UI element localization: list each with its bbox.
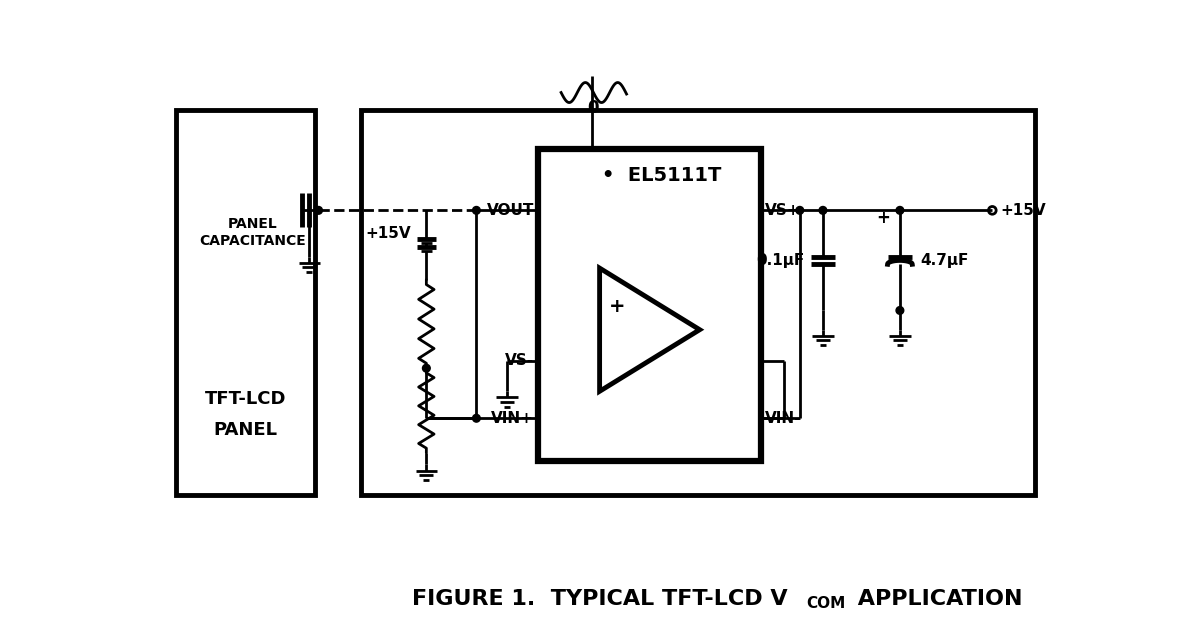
Circle shape: [820, 207, 827, 214]
Text: FIGURE 1.  TYPICAL TFT-LCD V: FIGURE 1. TYPICAL TFT-LCD V: [412, 589, 788, 609]
Text: COM: COM: [806, 596, 846, 611]
Text: +: +: [876, 209, 890, 227]
Circle shape: [473, 207, 480, 214]
Text: +15V: +15V: [1001, 203, 1046, 218]
Circle shape: [796, 207, 804, 214]
Text: VIN-: VIN-: [766, 411, 802, 426]
Circle shape: [896, 207, 904, 214]
Text: APPLICATION: APPLICATION: [850, 589, 1022, 609]
Bar: [176, 110, 314, 495]
Text: 0: 0: [588, 99, 599, 117]
Text: +: +: [610, 297, 625, 316]
Text: PANEL: PANEL: [228, 217, 278, 231]
Bar: [361, 110, 1034, 495]
Text: VS+: VS+: [766, 203, 800, 218]
Text: 0.1µF: 0.1µF: [756, 253, 805, 268]
Text: VS-: VS-: [505, 353, 534, 368]
Text: •  EL5111T: • EL5111T: [601, 166, 721, 185]
Text: VIN+: VIN+: [491, 411, 534, 426]
Text: 4.7µF: 4.7µF: [920, 253, 968, 268]
Bar: [538, 149, 761, 461]
Text: TFT-LCD: TFT-LCD: [205, 390, 286, 408]
Text: VOUT: VOUT: [487, 203, 534, 218]
Text: CAPACITANCE: CAPACITANCE: [199, 234, 306, 248]
Text: +15V: +15V: [365, 226, 410, 241]
Circle shape: [314, 207, 323, 214]
Text: PANEL: PANEL: [214, 421, 277, 439]
Circle shape: [422, 364, 431, 372]
Circle shape: [473, 415, 480, 422]
Circle shape: [896, 307, 904, 314]
